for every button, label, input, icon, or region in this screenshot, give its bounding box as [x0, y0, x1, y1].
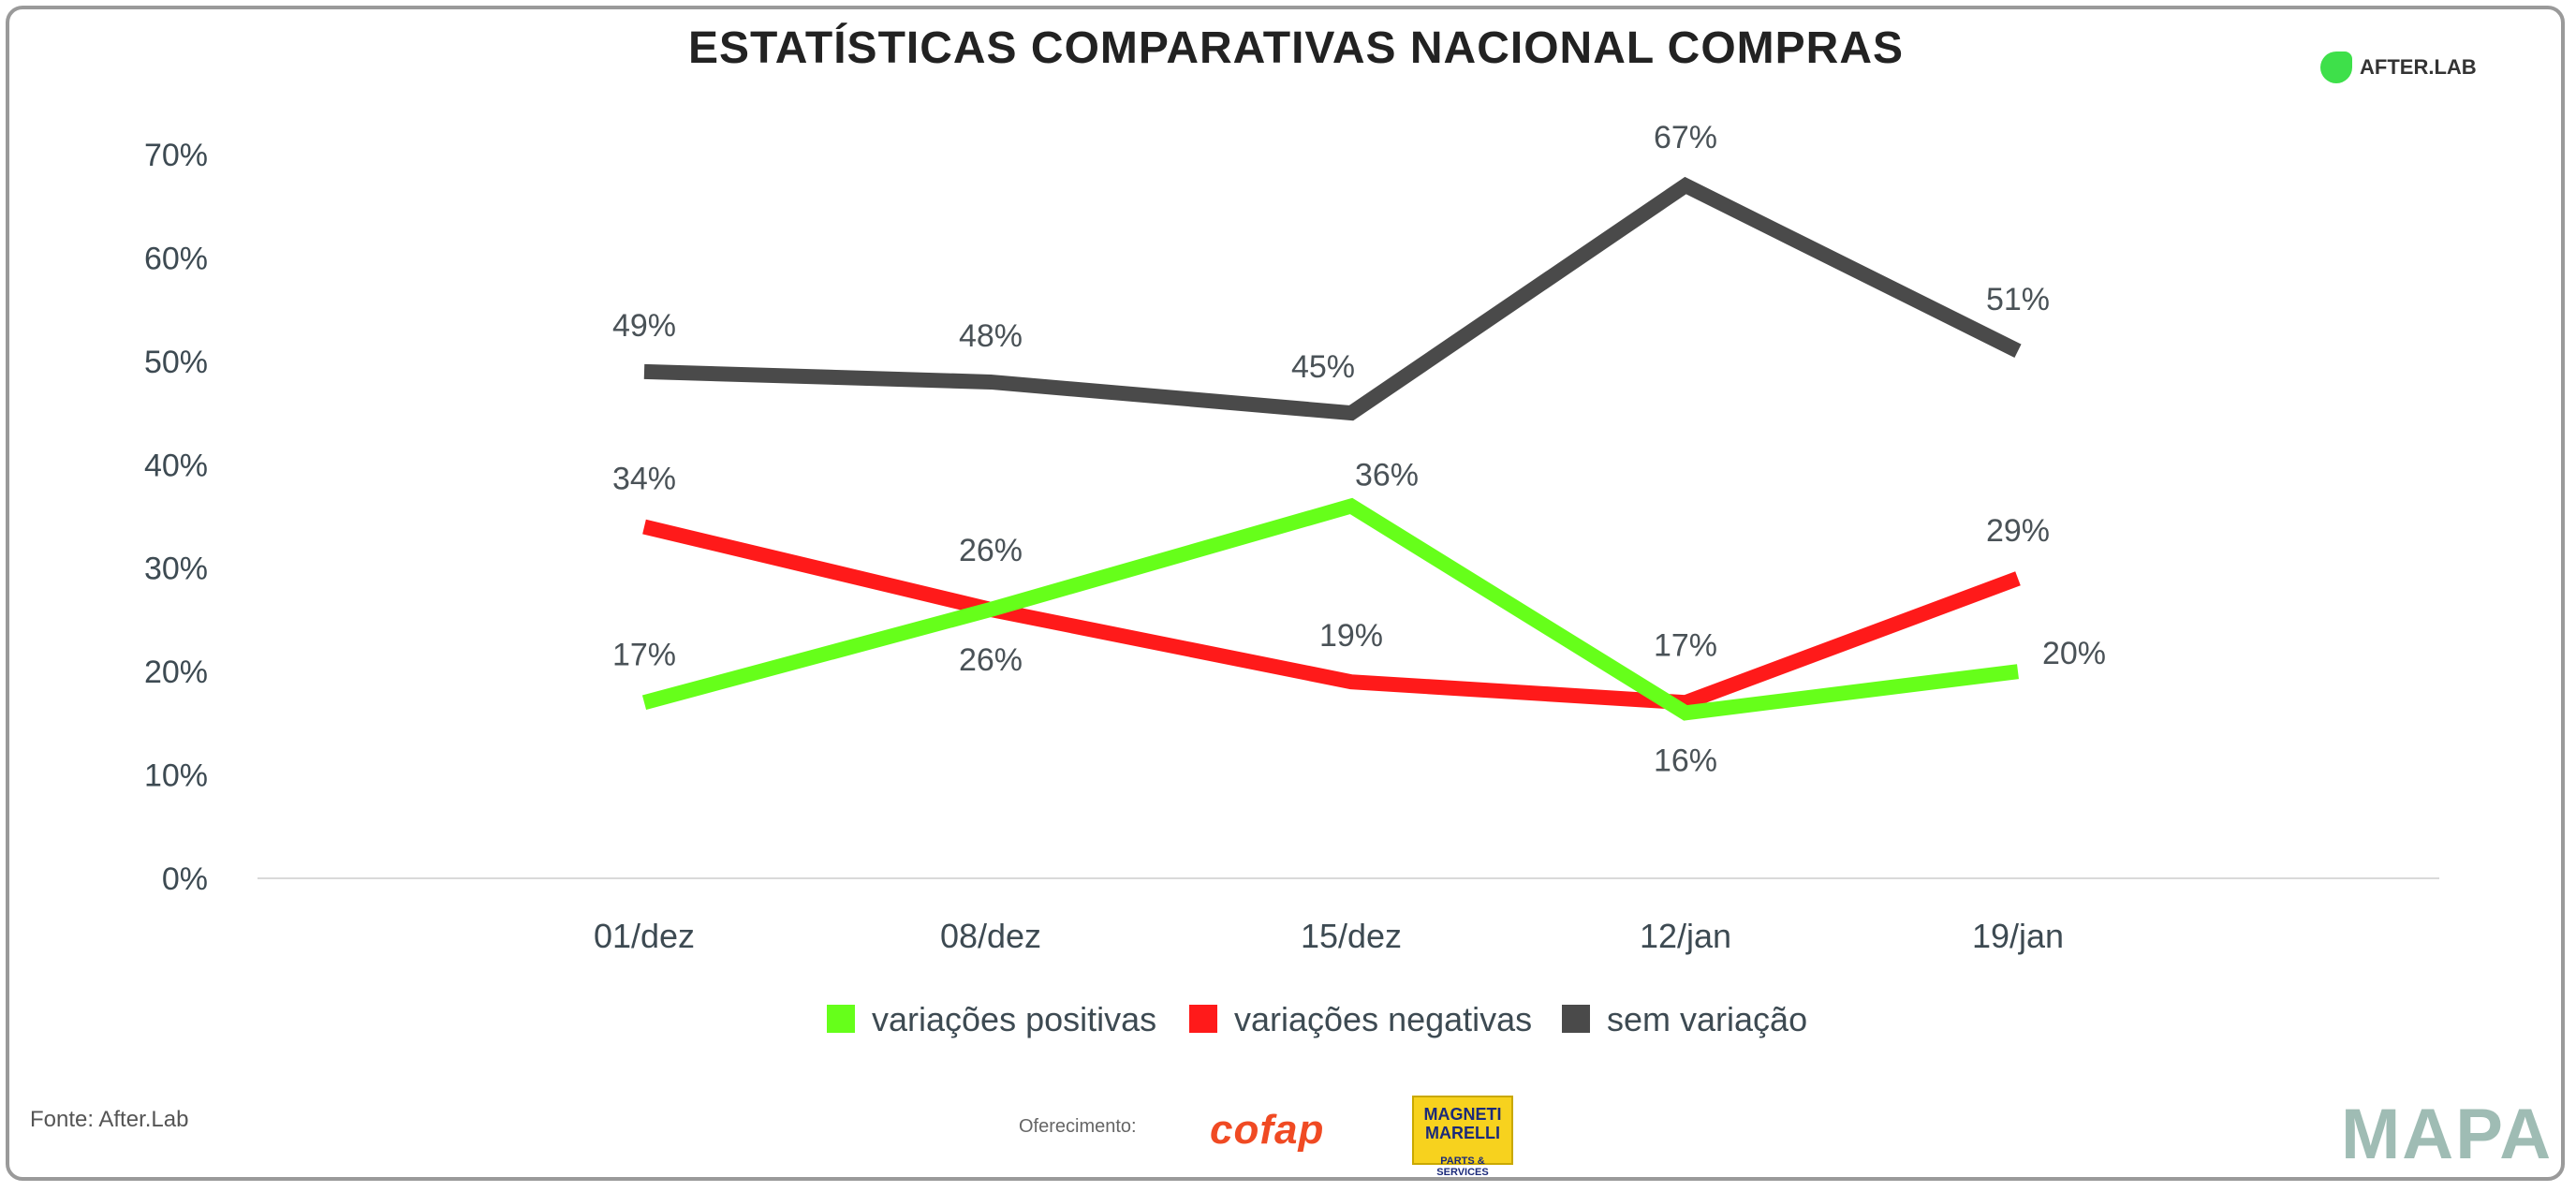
- y-tick-label: 40%: [144, 448, 208, 483]
- magneti-marelli-logo: MAGNETI MARELLI PARTS & SERVICES: [1412, 1096, 1513, 1178]
- data-label-negativas: 29%: [1986, 513, 2050, 549]
- x-tick-label: 15/dez: [1301, 917, 1402, 955]
- source-note: Fonte: After.Lab: [30, 1107, 189, 1132]
- y-tick-label: 60%: [144, 241, 208, 276]
- data-label-positivas: 17%: [612, 637, 676, 672]
- x-tick-label: 12/jan: [1640, 917, 1731, 955]
- data-label-negativas: 17%: [1654, 627, 1717, 663]
- y-tick-label: 70%: [144, 138, 208, 173]
- y-tick-label: 10%: [144, 758, 208, 794]
- sponsor-label: Oferecimento:: [1019, 1116, 1137, 1137]
- legend-label-positivas: variações positivas: [872, 1000, 1156, 1038]
- data-label-sem-variacao: 67%: [1654, 120, 1717, 155]
- afterlab-logo: AFTER.LAB: [2320, 49, 2477, 86]
- afterlab-logo-text: AFTER.LAB: [2360, 55, 2477, 79]
- data-label-negativas: 26%: [959, 533, 1023, 568]
- data-label-sem-variacao: 45%: [1291, 349, 1355, 385]
- magneti-logo-sub: PARTS & SERVICES: [1436, 1155, 1489, 1178]
- data-label-positivas: 16%: [1654, 743, 1717, 778]
- legend-swatch-negativas: [1189, 1005, 1217, 1033]
- cofap-logo: cofap: [1210, 1107, 1325, 1153]
- data-label-negativas: 19%: [1319, 618, 1383, 654]
- y-tick-label: 20%: [144, 655, 208, 690]
- chart-title: ESTATÍSTICAS COMPARATIVAS NACIONAL COMPR…: [688, 23, 1905, 73]
- y-tick-label: 0%: [162, 861, 208, 897]
- legend-label-sem-variacao: sem variação: [1607, 1000, 1807, 1038]
- y-tick-label: 50%: [144, 345, 208, 380]
- legend: variações positivas variações negativas se…: [827, 1000, 1807, 1038]
- data-label-negativas: 34%: [612, 462, 676, 497]
- mapa-logo: MAPA: [2341, 1095, 2554, 1174]
- series-line-positivas: [641, 497, 2019, 721]
- data-label-sem-variacao: 48%: [959, 318, 1023, 354]
- x-tick-label: 08/dez: [940, 917, 1041, 955]
- data-label-positivas: 26%: [959, 642, 1023, 678]
- data-label-positivas: 20%: [2042, 636, 2106, 671]
- legend-swatch-positivas: [827, 1005, 855, 1033]
- series-lines: [641, 176, 2022, 721]
- data-label-sem-variacao: 49%: [612, 308, 676, 344]
- y-tick-label: 30%: [144, 552, 208, 587]
- chart-frame: [6, 6, 2565, 1181]
- magneti-logo-name: MAGNETI MARELLI: [1423, 1105, 1502, 1142]
- data-label-sem-variacao: 51%: [1986, 282, 2050, 317]
- data-label-positivas: 36%: [1355, 457, 1419, 493]
- series-line-sem-variacao: [643, 176, 2022, 421]
- series-line-negativas: [642, 519, 2021, 711]
- x-tick-label: 19/jan: [1972, 917, 2064, 955]
- axes: 0% 10% 20% 30% 40% 50% 60% 70% 01/dez 08/dez 15/de…: [144, 138, 2439, 955]
- legend-swatch-sem-variacao: [1562, 1005, 1590, 1033]
- x-tick-label: 01/dez: [594, 917, 695, 955]
- legend-label-negativas: variações negativas: [1234, 1000, 1532, 1038]
- afterlab-logo-icon: [2320, 52, 2352, 83]
- data-labels: 17% 26% 36% 16% 20% 34% 26% 19% 17% 29% 49% 48% 45% 6…: [612, 120, 2106, 778]
